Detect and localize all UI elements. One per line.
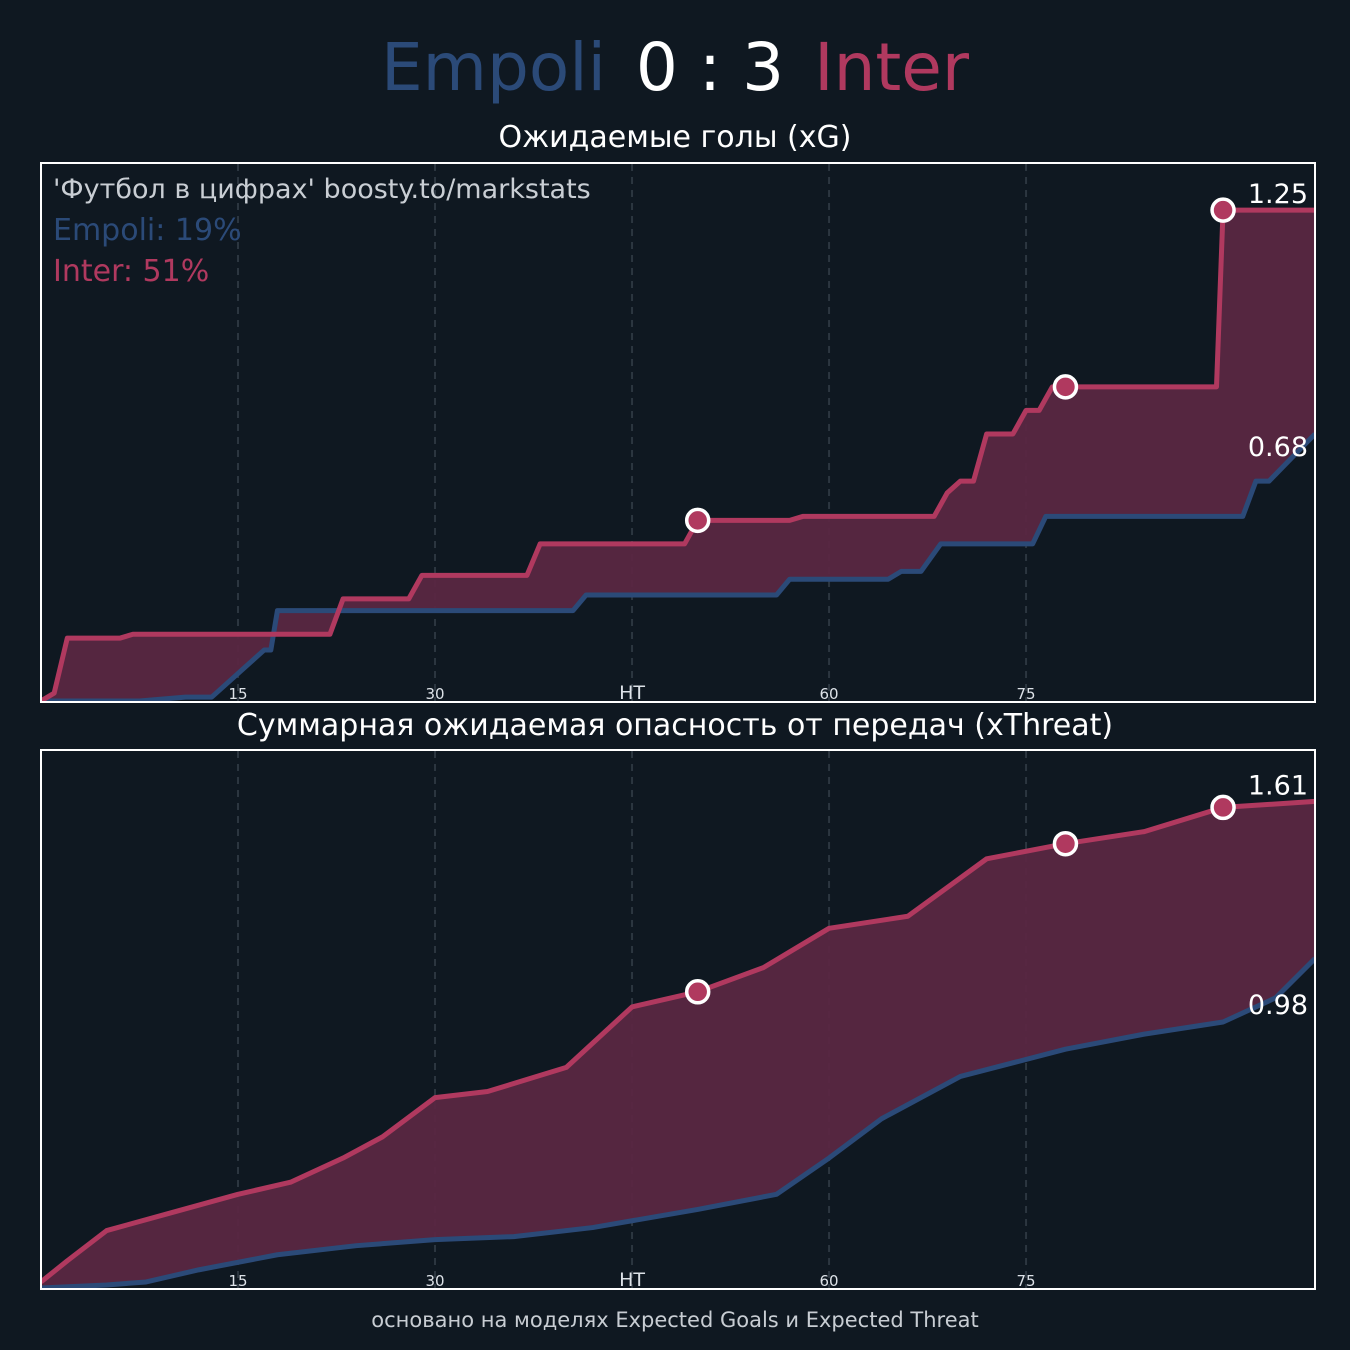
series-line-inter — [40, 798, 1316, 1284]
xg-chart-title: Ожидаемые голы (xG) — [498, 120, 852, 155]
goal-marker — [1210, 794, 1236, 821]
goal-marker — [1210, 197, 1236, 223]
area-fill-between — [41, 210, 1315, 701]
footer-note: основано на моделях Expected Goals и Exp… — [371, 1308, 979, 1332]
x-tick-label: 60 — [819, 685, 838, 703]
series-line-empoli — [41, 432, 1316, 703]
legend-empoli: Empoli: 19% — [53, 213, 242, 248]
match-score: 0 : 3 — [635, 29, 785, 106]
x-tick-label: 30 — [425, 685, 444, 703]
end-value-label: 1.61 — [1248, 770, 1308, 801]
xg-chart: 15 30 HT 60 75 1.25 0.68 'Футбол в цифрах' boos… — [40, 162, 1316, 703]
watermark: 'Футбол в цифрах' boosty.to/markstats — [53, 174, 591, 205]
end-value-label: 1.25 — [1248, 179, 1308, 210]
x-tick-label: 60 — [819, 1272, 838, 1290]
goal-marker — [684, 979, 711, 1005]
x-tick-label: 15 — [228, 1272, 247, 1290]
home-team-name: Empoli — [380, 29, 606, 106]
x-tick-label: HT — [619, 682, 645, 703]
series-line-inter — [40, 207, 1315, 703]
match-header: Empoli 0 : 3 Inter — [0, 28, 1350, 108]
xthreat-chart: 15 30 HT 60 75 1.61 0.98 — [40, 749, 1316, 1290]
goal-marker — [1052, 374, 1079, 400]
x-tick-label: HT — [619, 1269, 645, 1290]
end-value-label: 0.68 — [1248, 432, 1308, 463]
away-team-name: Inter — [814, 29, 970, 106]
legend-inter: Inter: 51% — [53, 254, 209, 289]
goal-marker — [684, 507, 711, 534]
x-tick-label: 30 — [425, 1272, 444, 1290]
xthreat-chart-title: Суммарная ожидаемая опасность от передач… — [236, 708, 1114, 743]
x-tick-label: 75 — [1017, 685, 1036, 703]
x-tick-label: 15 — [228, 685, 247, 703]
area-fill-between — [41, 801, 1315, 1288]
goal-marker — [1052, 830, 1079, 857]
x-tick-label: 75 — [1017, 1272, 1036, 1290]
end-value-label: 0.98 — [1248, 990, 1308, 1021]
plot-frame — [40, 162, 1316, 703]
plot-frame — [40, 749, 1316, 1290]
series-line-empoli — [40, 956, 1316, 1290]
